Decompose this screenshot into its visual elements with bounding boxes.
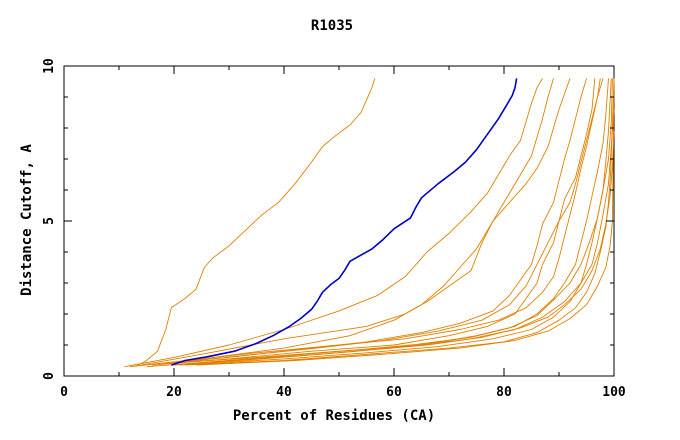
series-line xyxy=(173,131,615,366)
x-tick-label: 80 xyxy=(496,385,512,400)
series-line xyxy=(190,78,613,365)
series-line xyxy=(157,78,587,365)
series-line xyxy=(195,78,615,366)
x-tick-label: 100 xyxy=(602,385,626,400)
series-line xyxy=(124,78,543,368)
series-line xyxy=(135,78,376,368)
x-tick-label: 40 xyxy=(276,385,292,400)
x-axis-label: Percent of Residues (CA) xyxy=(233,408,435,424)
plot-area: 0 20 40 60 80 100 0 5 10 xyxy=(42,58,626,400)
series-line xyxy=(151,78,601,366)
series-line xyxy=(173,78,604,363)
series-layer xyxy=(124,78,615,368)
y-tick-label: 5 xyxy=(42,217,57,225)
y-tick-label: 10 xyxy=(42,58,57,74)
series-line xyxy=(162,78,609,365)
highlight-series-line xyxy=(171,78,518,366)
ticks-layer: 0 20 40 60 80 100 0 5 10 xyxy=(42,58,626,400)
y-tick-label: 0 xyxy=(42,372,57,380)
series-line xyxy=(168,78,596,365)
chart-title: R1035 xyxy=(311,18,353,34)
x-tick-label: 60 xyxy=(386,385,402,400)
series-line xyxy=(129,78,554,368)
x-tick-label: 0 xyxy=(60,385,68,400)
x-tick-label: 20 xyxy=(166,385,182,400)
series-line xyxy=(146,109,615,368)
series-line xyxy=(140,78,571,366)
series-line xyxy=(184,78,615,366)
series-line xyxy=(179,78,612,366)
y-axis-label: Distance Cutoff, A xyxy=(19,144,35,296)
